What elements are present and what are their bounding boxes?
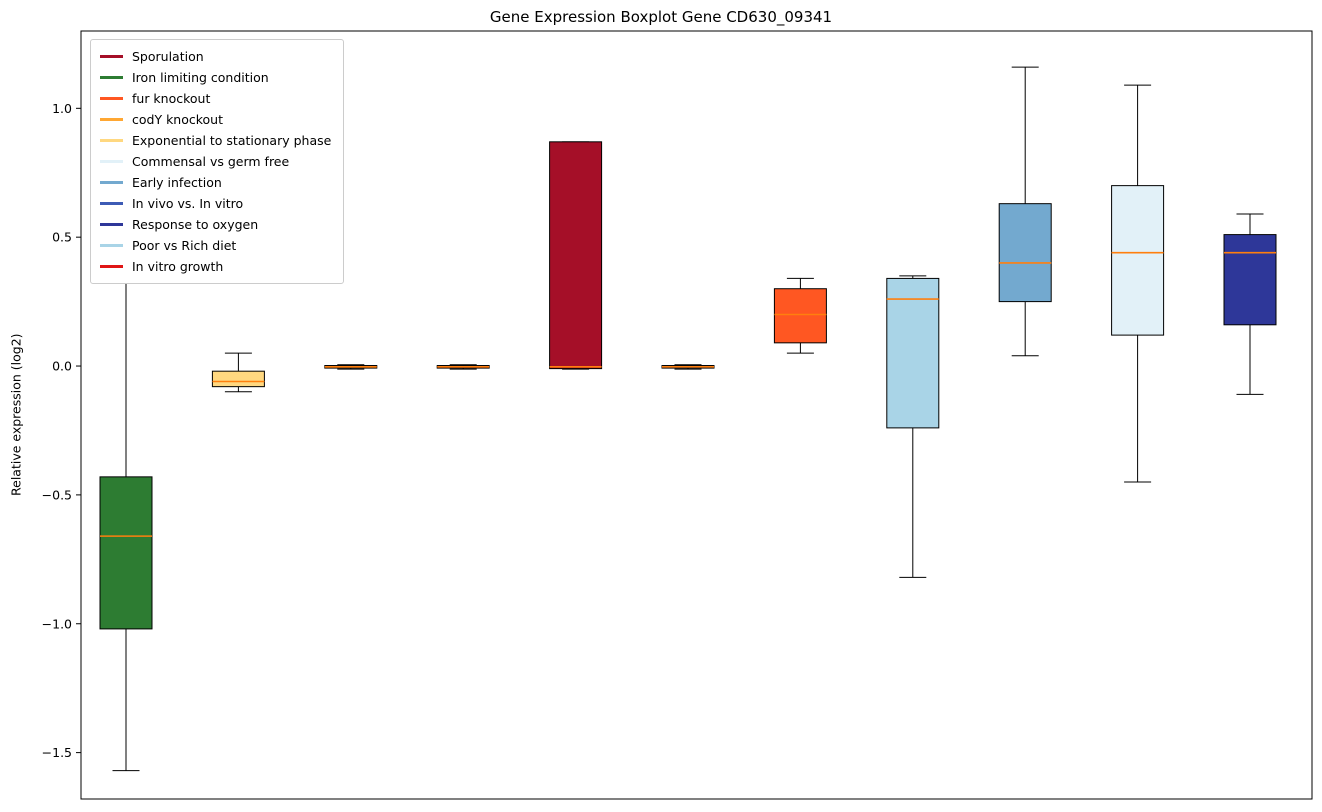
y-tick-label: 1.0 bbox=[52, 101, 72, 116]
boxplot-box bbox=[549, 141, 603, 370]
legend-item: Commensal vs germ free bbox=[100, 151, 331, 172]
legend-item: Poor vs Rich diet bbox=[100, 235, 331, 256]
legend-swatch bbox=[100, 76, 123, 79]
legend-item: Response to oxygen bbox=[100, 214, 331, 235]
boxplot-box bbox=[773, 288, 827, 344]
boxplot-box bbox=[998, 203, 1052, 303]
boxplot-box bbox=[886, 277, 940, 429]
legend-label: Poor vs Rich diet bbox=[132, 238, 237, 253]
legend-label: Sporulation bbox=[132, 49, 204, 64]
legend-label: Early infection bbox=[132, 175, 222, 190]
legend-item: In vivo vs. In vitro bbox=[100, 193, 331, 214]
legend-item: In vitro growth bbox=[100, 256, 331, 277]
legend-label: In vitro growth bbox=[132, 259, 224, 274]
legend-swatch bbox=[100, 223, 123, 226]
chart-title: Gene Expression Boxplot Gene CD630_09341 bbox=[489, 8, 833, 26]
legend-label: Iron limiting condition bbox=[132, 70, 269, 85]
legend-swatch bbox=[100, 139, 123, 142]
y-tick-label: 0.0 bbox=[52, 359, 72, 374]
legend-label: fur knockout bbox=[132, 91, 211, 106]
legend-swatch bbox=[100, 244, 123, 247]
legend-swatch bbox=[100, 265, 123, 268]
legend-item: Iron limiting condition bbox=[100, 67, 331, 88]
legend-item: fur knockout bbox=[100, 88, 331, 109]
boxplot-box bbox=[211, 370, 265, 388]
plot-frame bbox=[80, 30, 1313, 800]
legend: Sporulation Iron limiting condition fur kn… bbox=[90, 39, 345, 284]
y-tick-label: −1.0 bbox=[42, 616, 72, 631]
y-tick-label: −1.5 bbox=[42, 745, 72, 760]
y-tick-label: −0.5 bbox=[42, 487, 72, 502]
legend-label: codY knockout bbox=[132, 112, 224, 127]
legend-swatch bbox=[100, 97, 123, 100]
legend-item: Sporulation bbox=[100, 46, 331, 67]
y-tick-label: 0.5 bbox=[52, 230, 72, 245]
legend-swatch bbox=[100, 55, 123, 58]
boxplot-box bbox=[1223, 234, 1277, 326]
legend-swatch bbox=[100, 160, 123, 163]
legend-label: Commensal vs germ free bbox=[132, 154, 290, 169]
boxplot-box bbox=[1111, 185, 1165, 336]
legend-label: In vivo vs. In vitro bbox=[132, 196, 244, 211]
legend-swatch bbox=[100, 181, 123, 184]
legend-label: Response to oxygen bbox=[132, 217, 259, 232]
legend-swatch bbox=[100, 202, 123, 205]
boxplot-box bbox=[99, 476, 153, 630]
legend-item: codY knockout bbox=[100, 109, 331, 130]
legend-swatch bbox=[100, 118, 123, 121]
legend-item: Early infection bbox=[100, 172, 331, 193]
legend-label: Exponential to stationary phase bbox=[132, 133, 332, 148]
legend-item: Exponential to stationary phase bbox=[100, 130, 331, 151]
